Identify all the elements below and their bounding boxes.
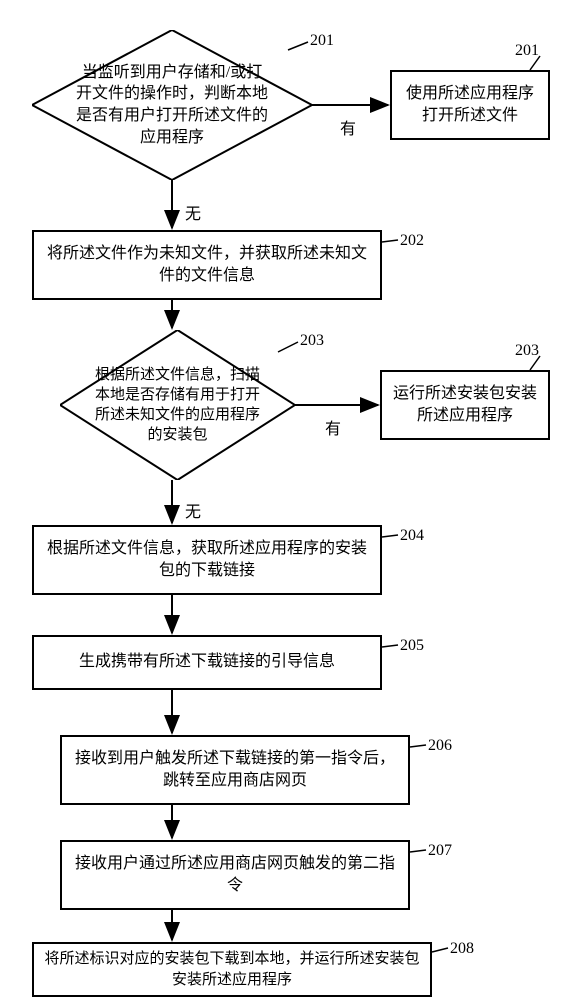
process-204: 根据所述文件信息，获取所述应用程序的安装包的下载链接 [32, 525, 382, 595]
process-202-text: 将所述文件作为未知文件，并获取所述未知文件的文件信息 [34, 239, 380, 292]
process-204-text: 根据所述文件信息，获取所述应用程序的安装包的下载链接 [34, 534, 380, 587]
process-206-text: 接收到用户触发所述下载链接的第一指令后，跳转至应用商店网页 [62, 744, 408, 797]
process-205: 生成携带有所述下载链接的引导信息 [32, 635, 382, 690]
process-206: 接收到用户触发所述下载链接的第一指令后，跳转至应用商店网页 [60, 735, 410, 805]
label-203b: 203 [515, 342, 539, 360]
label-207: 207 [428, 842, 452, 860]
process-201b-text: 使用所述应用程序打开所述文件 [392, 79, 548, 132]
edge-label-wu-2: 无 [185, 498, 201, 522]
decision-203-text: 根据所述文件信息，扫描本地是否存储有用于打开所述未知文件的应用程序的安装包 [60, 330, 295, 480]
label-204: 204 [400, 527, 424, 545]
process-203b: 运行所述安装包安装所述应用程序 [380, 370, 550, 440]
edge-label-you-1: 有 [340, 115, 356, 139]
process-207: 接收用户通过所述应用商店网页触发的第二指令 [60, 840, 410, 910]
edge-label-you-2: 有 [325, 415, 341, 439]
label-206: 206 [428, 737, 452, 755]
decision-201-text: 当监听到用户存储和/或打开文件的操作时，判断本地是否有用户打开所述文件的应用程序 [32, 30, 312, 180]
process-208-text: 将所述标识对应的安装包下载到本地，并运行所述安装包安装所述应用程序 [34, 945, 430, 995]
process-201b: 使用所述应用程序打开所述文件 [390, 70, 550, 140]
edge-label-wu-1: 无 [185, 200, 201, 224]
label-201a: 201 [310, 32, 334, 50]
process-202: 将所述文件作为未知文件，并获取所述未知文件的文件信息 [32, 230, 382, 300]
label-202: 202 [400, 232, 424, 250]
flowchart-canvas: 当监听到用户存储和/或打开文件的操作时，判断本地是否有用户打开所述文件的应用程序… [0, 0, 568, 1000]
label-203a: 203 [300, 332, 324, 350]
label-201b: 201 [515, 42, 539, 60]
decision-203: 根据所述文件信息，扫描本地是否存储有用于打开所述未知文件的应用程序的安装包 [60, 330, 295, 480]
process-205-text: 生成携带有所述下载链接的引导信息 [71, 647, 343, 677]
label-208: 208 [450, 940, 474, 958]
process-208: 将所述标识对应的安装包下载到本地，并运行所述安装包安装所述应用程序 [32, 942, 432, 997]
process-207-text: 接收用户通过所述应用商店网页触发的第二指令 [62, 849, 408, 902]
decision-201: 当监听到用户存储和/或打开文件的操作时，判断本地是否有用户打开所述文件的应用程序 [32, 30, 312, 180]
process-203b-text: 运行所述安装包安装所述应用程序 [382, 379, 548, 432]
label-205: 205 [400, 637, 424, 655]
